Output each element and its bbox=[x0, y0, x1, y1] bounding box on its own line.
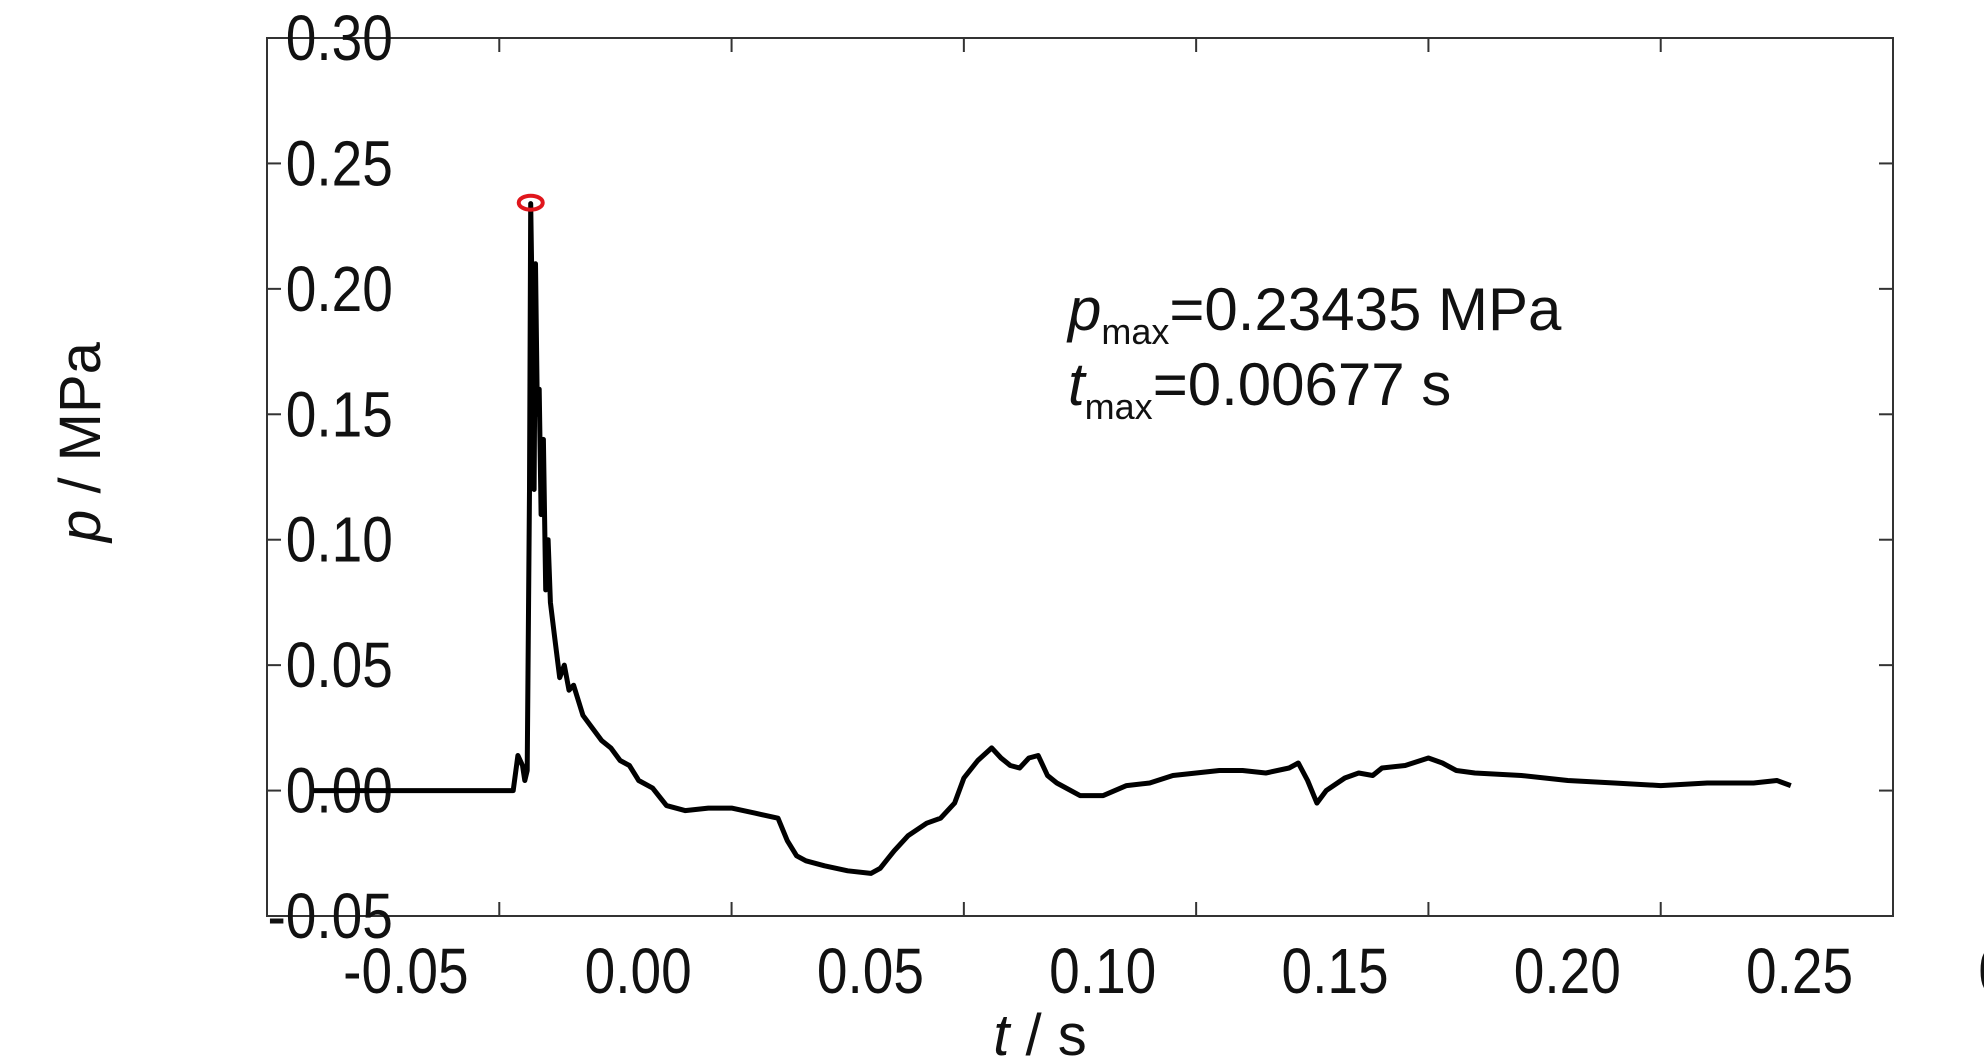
x-tick-label-3: 0.10 bbox=[1049, 935, 1156, 1007]
annotation-tmax-sub: max bbox=[1085, 386, 1153, 427]
axis-tick-labels: -0.05 0.00 0.05 0.10 0.15 0.20 0.25 0.30 -0.05 0.… bbox=[267, 2, 1984, 1007]
x-tick-label-2: 0.05 bbox=[817, 935, 924, 1007]
peak-marker bbox=[516, 193, 545, 212]
y-tick-label-6: 0.25 bbox=[286, 128, 393, 200]
y-tick-label-4: 0.15 bbox=[286, 378, 393, 450]
y-tick-label-3: 0.10 bbox=[286, 504, 393, 576]
annotation-tmax: tmax=0.00677 s bbox=[1068, 351, 1451, 427]
x-tick-label-5: 0.20 bbox=[1514, 935, 1621, 1007]
x-axis-label-unit: / s bbox=[1009, 1003, 1086, 1063]
annotation-tmax-value: =0.00677 s bbox=[1153, 351, 1452, 418]
y-tick-label-7: 0.30 bbox=[286, 2, 393, 74]
y-tick-label-5: 0.20 bbox=[286, 253, 393, 325]
y-axis-label-var: p bbox=[48, 510, 113, 544]
annotation-pmax-var: p bbox=[1066, 276, 1101, 343]
x-axis-label-var: t bbox=[993, 1003, 1012, 1063]
x-tick-label-7: 0.30 bbox=[1978, 935, 1984, 1007]
annotation-tmax-var: t bbox=[1068, 351, 1087, 418]
y-axis-label: p / MPa bbox=[48, 341, 113, 544]
y-tick-label-0: -0.05 bbox=[267, 880, 392, 952]
y-tick-label-2: 0.05 bbox=[286, 629, 393, 701]
x-tick-label-0: -0.05 bbox=[343, 935, 468, 1007]
axis-ticks bbox=[266, 37, 1894, 917]
x-axis-label: t / s bbox=[993, 1003, 1086, 1063]
pressure-series-line bbox=[313, 201, 1792, 876]
x-tick-label-4: 0.15 bbox=[1281, 935, 1388, 1007]
x-tick-label-6: 0.25 bbox=[1746, 935, 1853, 1007]
annotation-pmax: pmax=0.23435 MPa bbox=[1066, 276, 1562, 352]
annotation-pmax-value: =0.23435 MPa bbox=[1169, 276, 1562, 343]
plot-frame bbox=[266, 37, 1894, 917]
x-tick-label-1: 0.00 bbox=[585, 935, 692, 1007]
y-axis-label-unit: / MPa bbox=[48, 341, 113, 509]
annotation-pmax-sub: max bbox=[1101, 311, 1169, 352]
